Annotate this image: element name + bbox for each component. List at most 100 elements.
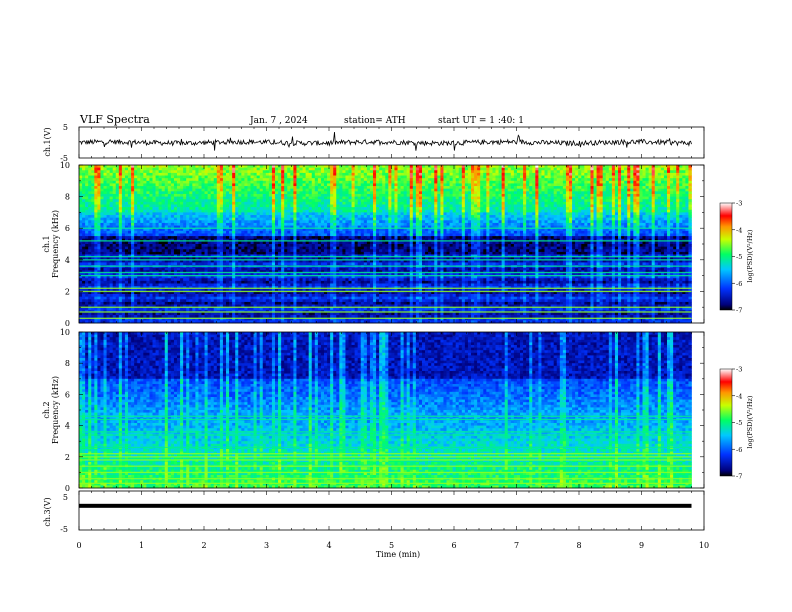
spectrogram-cell	[121, 188, 126, 192]
spectrogram-cell	[467, 172, 472, 176]
spectrogram-cell	[547, 215, 551, 219]
spectrogram-cell	[293, 178, 297, 182]
spectrogram-cell	[523, 183, 527, 187]
spectrogram-cell	[391, 201, 395, 205]
spectrogram-cell	[556, 204, 561, 208]
spectrogram-cell	[428, 201, 432, 205]
spectrogram-cell	[152, 220, 156, 224]
spectrogram-cell	[464, 196, 469, 200]
spectrogram-cell	[636, 165, 640, 168]
spectrogram-cell	[186, 212, 190, 216]
spectrogram-cell	[648, 172, 653, 176]
spectrogram-cell	[688, 212, 692, 216]
spectrogram-cell	[250, 222, 254, 226]
spectrogram-cell	[152, 186, 156, 190]
spectrogram-cell	[605, 193, 610, 197]
spectrogram-cell	[489, 167, 493, 171]
spectrogram-cell	[474, 167, 478, 171]
spectrogram-cell	[614, 201, 619, 205]
spectrogram-cell	[425, 204, 429, 208]
spectrogram-cell	[373, 196, 377, 200]
spectrogram-cell	[474, 212, 478, 216]
spectrogram-cell	[170, 207, 175, 211]
spectrogram-cell	[391, 204, 395, 208]
spectrogram-cell	[688, 191, 692, 195]
spectrogram-cell	[483, 225, 487, 229]
spectrogram-cell	[146, 220, 150, 224]
spectrogram-cell	[532, 204, 536, 208]
spectrogram-cell	[581, 220, 585, 224]
spectrogram-cell	[550, 207, 555, 211]
spectrogram-cell	[676, 170, 680, 174]
spectrogram-cell	[538, 215, 542, 219]
spectrogram-cell	[608, 170, 613, 174]
spectrogram-cell	[379, 220, 383, 224]
spectrogram-cell	[109, 180, 114, 184]
spectrogram-cell	[501, 183, 506, 187]
spectrogram-cell	[394, 191, 398, 195]
spectrogram-cell	[428, 204, 432, 208]
spectrogram-cell	[437, 222, 441, 226]
spectrogram-cell	[547, 191, 551, 195]
spectrogram-cell	[253, 191, 257, 195]
spectrogram-cell	[562, 209, 567, 213]
spectrogram-cell	[397, 207, 401, 211]
spectrogram-cell	[526, 215, 530, 219]
spectrogram-cell	[422, 201, 426, 205]
spectrogram-cell	[112, 180, 117, 184]
spectrogram-cell	[256, 183, 261, 187]
spectrogram-cell	[232, 209, 236, 213]
spectrogram-cell	[342, 167, 346, 171]
spectrogram-cell	[192, 204, 196, 208]
spectrogram-cell	[369, 222, 374, 226]
spectrogram-cell	[412, 175, 417, 179]
spectrogram-cell	[140, 222, 144, 226]
spectrogram-cell	[562, 201, 567, 205]
spectrogram-cell	[173, 215, 178, 219]
spectrogram-cell	[327, 175, 331, 179]
spectrogram-cell	[351, 183, 355, 187]
spectrogram-cell	[195, 222, 199, 226]
spectrogram-cell	[562, 215, 567, 219]
spectrogram-cell	[363, 172, 368, 176]
spectrogram-cell	[673, 188, 677, 192]
spectrogram-cell	[299, 212, 303, 216]
spectrogram-cell	[633, 215, 637, 219]
spectrogram-cell	[140, 167, 144, 171]
spectrogram-cell	[226, 204, 230, 208]
spectrogram-cell	[461, 222, 466, 226]
spectrogram-cell	[213, 204, 218, 208]
spectrogram-cell	[660, 196, 665, 200]
spectrogram-cell	[204, 170, 208, 174]
spectrogram-cell	[477, 193, 481, 197]
spectrogram-cell	[654, 167, 659, 171]
spectrogram-cell	[584, 172, 588, 176]
spectrogram-cell	[201, 215, 205, 219]
spectrogram-cell	[569, 199, 573, 203]
spectrogram-cell	[167, 222, 172, 226]
spectrogram-cell	[320, 201, 325, 205]
spectrogram-cell	[403, 167, 408, 171]
spectrogram-cell	[247, 215, 251, 219]
spectrogram-cell	[299, 204, 303, 208]
spectrogram-cell	[685, 193, 689, 197]
spectrogram-cell	[474, 186, 478, 190]
ch1-spectrogram-heatmap	[79, 165, 692, 324]
spectrogram-cell	[204, 228, 208, 232]
spectrogram-cell	[161, 175, 166, 179]
spectrogram-cell	[256, 196, 261, 200]
spectrogram-cell	[118, 217, 123, 221]
spectrogram-cell	[229, 191, 233, 195]
spectrogram-cell	[290, 165, 294, 168]
spectrogram-cell	[559, 215, 564, 219]
spectrogram-cell	[614, 209, 619, 213]
spectrogram-cell	[216, 165, 221, 168]
spectrogram-cell	[602, 183, 607, 187]
spectrogram-cell	[422, 225, 426, 229]
spectrogram-cell	[569, 215, 573, 219]
spectrogram-cell	[446, 220, 450, 224]
spectrogram-cell	[210, 199, 215, 203]
spectrogram-cell	[198, 215, 202, 219]
spectrogram-cell	[516, 225, 521, 229]
spectrogram-cell	[446, 183, 450, 187]
